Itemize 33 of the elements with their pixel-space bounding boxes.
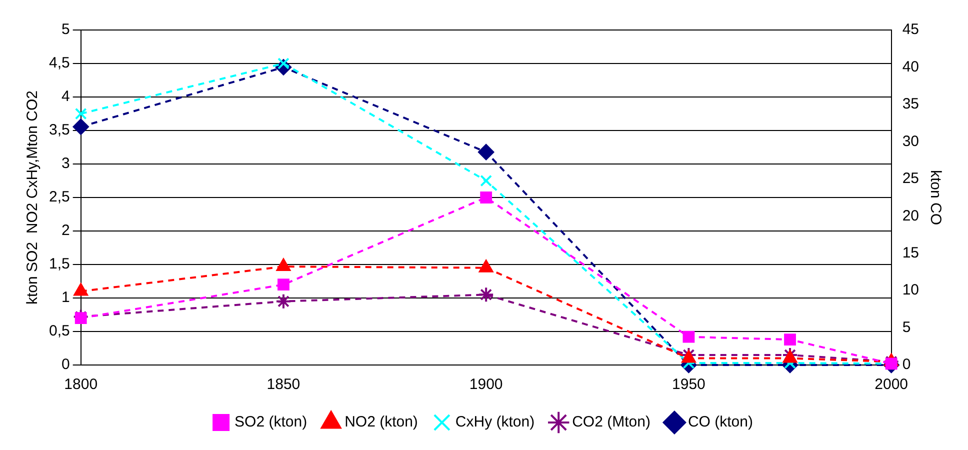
y-tick-label: 3 bbox=[62, 155, 70, 172]
y2-axis-title: kton CO bbox=[926, 170, 944, 226]
y2-tick-label: 40 bbox=[902, 58, 920, 76]
legend-label: NO2 (kton) bbox=[344, 414, 418, 431]
y-tick-label: 3,5 bbox=[48, 122, 70, 139]
y-tick-label: 4,5 bbox=[48, 54, 70, 72]
legend-label: SO2 (kton) bbox=[234, 414, 308, 431]
y2-tick-label: 35 bbox=[902, 96, 920, 113]
y-tick-label: 0,5 bbox=[48, 322, 70, 340]
y2-tick-label: 10 bbox=[902, 282, 920, 299]
x-tick-label: 2000 bbox=[874, 376, 908, 394]
y-axis-title: kton SO2 NO2 CxHy,Mton CO2 bbox=[24, 90, 42, 304]
x-tick-label: 1800 bbox=[64, 376, 98, 394]
x-tick-label: 1900 bbox=[469, 376, 503, 394]
y-tick-label: 0 bbox=[62, 356, 70, 374]
y2-tick-label: 45 bbox=[902, 21, 920, 38]
legend-label: CxHy (kton) bbox=[455, 414, 535, 431]
y-tick-label: 2,5 bbox=[48, 188, 70, 206]
y-tick-label: 4 bbox=[62, 88, 70, 106]
y-tick-label: 1,5 bbox=[48, 256, 70, 273]
y2-tick-label: 30 bbox=[902, 132, 920, 150]
y-tick-label: 2 bbox=[62, 222, 70, 240]
x-tick-label: 1850 bbox=[266, 376, 300, 394]
y-tick-label: 5 bbox=[62, 21, 70, 38]
y2-tick-label: 5 bbox=[902, 318, 911, 336]
legend-label: CO (kton) bbox=[688, 414, 753, 431]
legend-label: CO2 (Mton) bbox=[572, 414, 650, 431]
y2-tick-label: 25 bbox=[902, 170, 920, 188]
x-tick-label: 1950 bbox=[672, 376, 706, 394]
y2-tick-label: 0 bbox=[902, 356, 911, 374]
y2-tick-label: 20 bbox=[902, 207, 920, 224]
y2-tick-label: 15 bbox=[902, 244, 920, 262]
y-tick-label: 1 bbox=[62, 289, 70, 306]
